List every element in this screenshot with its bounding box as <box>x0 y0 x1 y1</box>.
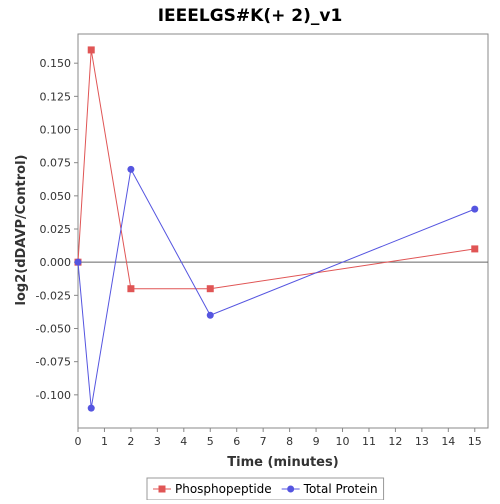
data-point <box>471 205 479 213</box>
legend: Phosphopeptide Total Protein <box>146 477 385 501</box>
y-axis-label: log2(dDAVP/Control) <box>14 155 29 306</box>
y-tick-label: 0.100 <box>40 124 72 137</box>
data-point <box>87 46 95 54</box>
x-tick-label: 10 <box>336 435 350 448</box>
y-tick-label: -0.100 <box>36 389 71 402</box>
data-point <box>127 165 135 173</box>
data-point <box>206 311 214 319</box>
x-tick-label: 8 <box>286 435 293 448</box>
y-tick-label: 0.150 <box>40 57 72 70</box>
chart-title: IEEELGS#K(+ 2)_v1 <box>158 6 343 26</box>
y-tick-label: -0.025 <box>36 289 71 302</box>
plot-area: -0.100 -0.075 -0.050 -0.025 0.000 0.025 0.050 0… <box>36 33 489 448</box>
x-tick-label: 14 <box>441 435 455 448</box>
y-tick-label: 0.125 <box>40 90 72 103</box>
x-tick-label: 7 <box>260 435 267 448</box>
legend-marker <box>158 485 166 493</box>
y-tick-label: -0.075 <box>36 356 71 369</box>
data-point <box>471 245 479 253</box>
data-point <box>206 285 214 293</box>
x-tick-label: 3 <box>154 435 161 448</box>
y-tick-label: 0.075 <box>40 157 72 170</box>
x-tick-label: 11 <box>362 435 376 448</box>
y-tick-label: 0.025 <box>40 223 72 236</box>
x-tick-label: 6 <box>233 435 240 448</box>
x-tick-label: 2 <box>127 435 134 448</box>
data-point <box>74 258 82 266</box>
x-axis-label: Time (minutes) <box>227 455 338 470</box>
x-tick-label: 0 <box>75 435 82 448</box>
x-tick-label: 5 <box>207 435 214 448</box>
x-tick-label: 13 <box>415 435 429 448</box>
x-tick-label: 12 <box>388 435 402 448</box>
plot-frame <box>77 33 489 429</box>
y-tick-label: -0.050 <box>36 323 71 336</box>
x-tick-label: 1 <box>101 435 108 448</box>
data-point <box>87 404 95 412</box>
x-tick-label: 9 <box>313 435 320 448</box>
x-tick-label: 4 <box>180 435 187 448</box>
legend-label: Phosphopeptide <box>175 482 272 496</box>
legend-label: Total Protein <box>303 482 378 496</box>
legend-marker <box>287 485 295 493</box>
y-tick-label: 0.000 <box>40 256 72 269</box>
data-point <box>127 285 135 293</box>
y-tick-label: 0.050 <box>40 190 72 203</box>
x-tick-label: 15 <box>468 435 482 448</box>
